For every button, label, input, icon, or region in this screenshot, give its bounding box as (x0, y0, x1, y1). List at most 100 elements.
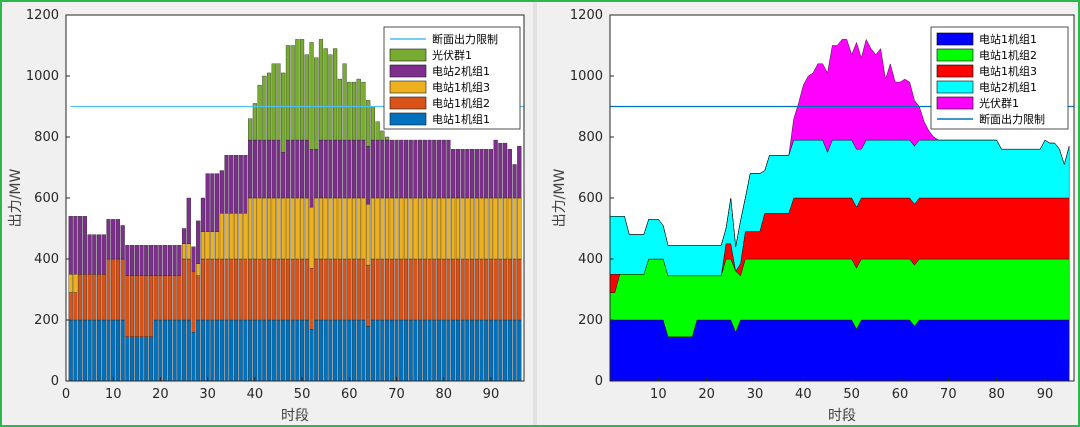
bar-4-56 (328, 139, 333, 199)
bar-1-65 (370, 319, 375, 382)
bar-1-5 (87, 319, 92, 382)
bar-1-29 (200, 319, 205, 382)
left-xtick-label-20: 20 (152, 387, 169, 402)
bar-4-55 (323, 139, 328, 199)
bar-4-61 (351, 139, 357, 199)
bar-4-12 (120, 225, 125, 260)
bar-1-30 (205, 319, 210, 382)
bar-4-33 (219, 170, 224, 214)
right-legend-swatch-4 (936, 96, 974, 110)
bar-2-88 (479, 258, 484, 321)
right-legend-label-5: 断面出力限制 (979, 112, 1045, 126)
bar-1-42 (262, 319, 267, 382)
bar-2-85 (465, 258, 470, 321)
bar-3-44 (271, 197, 276, 260)
bar-4-81 (446, 139, 451, 199)
bar-3-40 (252, 197, 257, 260)
right-ytick-label-600: 600 (578, 191, 603, 206)
bar-2-61 (351, 258, 357, 321)
bar-1-54 (318, 319, 324, 382)
bar-2-90 (488, 258, 494, 321)
bar-3-41 (257, 197, 262, 260)
bar-3-85 (465, 197, 470, 260)
bar-5-65 (370, 106, 375, 141)
bar-1-93 (503, 319, 508, 382)
bar-4-16 (139, 245, 144, 276)
bar-3-57 (333, 197, 338, 260)
bar-4-17 (144, 245, 149, 276)
bar-4-91 (493, 139, 498, 199)
bar-2-23 (172, 275, 177, 321)
bar-4-76 (422, 139, 427, 199)
right-ytick-label-0: 0 (595, 374, 603, 389)
bar-1-34 (224, 319, 229, 382)
left-legend-swatch-1 (389, 48, 427, 62)
bar-1-87 (474, 319, 479, 382)
bar-4-21 (163, 245, 168, 276)
bar-4-82 (451, 149, 456, 199)
bar-1-26 (186, 319, 191, 382)
bar-3-83 (455, 197, 460, 260)
bar-4-49 (295, 139, 300, 199)
bar-4-78 (432, 139, 437, 199)
bar-5-60 (347, 81, 352, 141)
bar-4-71 (399, 139, 404, 199)
bar-4-95 (512, 164, 517, 199)
bar-2-96 (517, 258, 522, 321)
bar-1-69 (389, 319, 394, 382)
bar-1-14 (130, 336, 135, 382)
bar-4-80 (441, 139, 446, 199)
bar-4-13 (125, 245, 130, 276)
bar-4-46 (281, 152, 286, 199)
bar-2-74 (413, 258, 418, 321)
bar-4-14 (130, 245, 135, 276)
bar-1-28 (196, 319, 201, 382)
bar-2-65 (370, 258, 375, 321)
area-5 (610, 38, 1070, 247)
bar-3-2 (73, 274, 78, 293)
right-xlabel: 时段 (828, 408, 856, 424)
bar-2-54 (318, 258, 324, 321)
bar-2-72 (403, 258, 409, 321)
bar-2-9 (106, 258, 111, 321)
bar-2-55 (323, 258, 328, 321)
bar-4-79 (436, 139, 442, 199)
bar-3-25 (181, 243, 187, 260)
right-legend-label-2: 电站1机组3 (979, 64, 1037, 78)
bar-4-52 (309, 149, 314, 208)
bar-3-81 (446, 197, 451, 260)
bar-1-64 (366, 325, 371, 382)
left-xtick-label-70: 70 (388, 387, 405, 402)
bar-1-48 (290, 319, 295, 382)
left-ytick-label-0: 0 (51, 374, 59, 389)
bar-4-4 (82, 216, 87, 275)
bar-4-60 (347, 139, 352, 199)
bar-5-61 (351, 81, 357, 141)
bar-5-63 (361, 81, 366, 141)
left-legend-swatch-4 (389, 96, 427, 110)
bar-2-51 (304, 258, 309, 321)
bar-2-24 (177, 275, 182, 321)
bar-4-27 (191, 246, 196, 272)
left-legend-swatch-5 (389, 112, 427, 126)
bar-2-63 (361, 258, 366, 321)
right-legend-swatch-0 (936, 32, 974, 46)
bar-3-35 (229, 213, 234, 260)
bar-5-40 (252, 103, 257, 141)
bar-4-24 (177, 245, 182, 276)
bar-2-45 (276, 258, 281, 321)
bar-1-55 (323, 319, 328, 382)
bar-2-58 (337, 258, 342, 321)
bar-4-36 (233, 155, 239, 214)
bar-4-54 (318, 139, 324, 199)
bar-3-76 (422, 197, 427, 260)
bar-1-20 (158, 319, 163, 382)
bar-1-23 (172, 319, 177, 382)
bar-1-58 (337, 319, 342, 382)
bar-3-84 (460, 197, 465, 260)
bar-3-48 (290, 197, 295, 260)
bar-2-77 (427, 258, 432, 321)
bar-3-95 (512, 197, 517, 260)
bar-3-50 (300, 197, 305, 260)
bar-1-1 (68, 319, 73, 382)
